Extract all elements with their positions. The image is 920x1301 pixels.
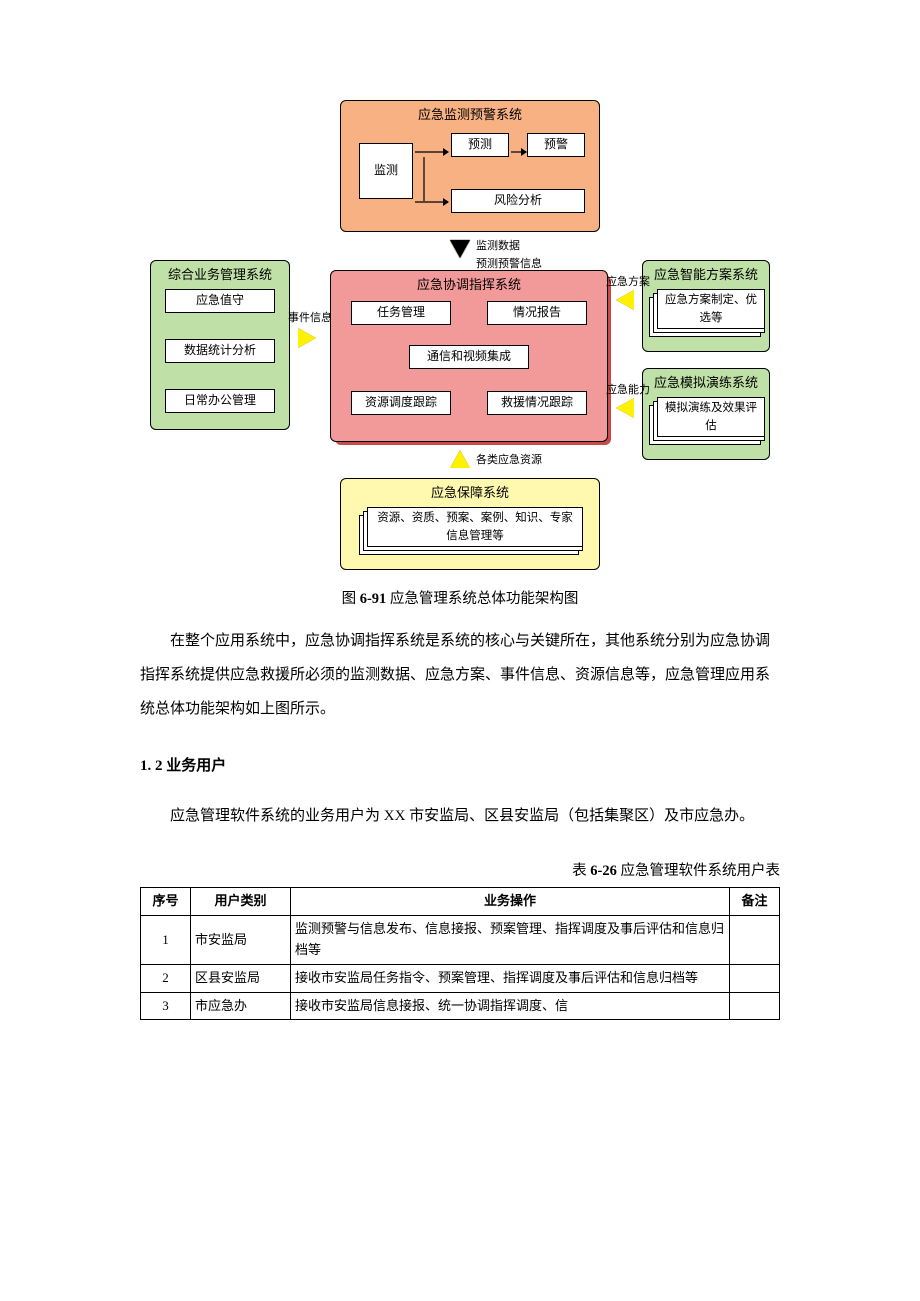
panel-drill-title: 应急模拟演练系统	[643, 369, 769, 396]
label-resources: 各类应急资源	[476, 452, 542, 470]
box-rescue: 救援情况跟踪	[487, 391, 587, 415]
arrow-left-to-center	[298, 328, 316, 348]
cell-note	[730, 964, 780, 992]
table-caption-prefix: 表	[572, 863, 590, 879]
label-drill: 应急能力	[606, 382, 650, 400]
table-caption: 表 6-26 应急管理软件系统用户表	[140, 860, 780, 883]
figure-caption-text: 应急管理系统总体功能架构图	[386, 591, 578, 607]
cell-type: 区县安监局	[191, 964, 291, 992]
architecture-diagram: 应急监测预警系统 监测 预测 预警 风险分析 监测数据 预测预警信息 综合业务管…	[150, 100, 770, 580]
arrow-top-to-center	[450, 240, 470, 258]
label-plan: 应急方案	[606, 274, 650, 292]
arrow-drill-to-center	[616, 398, 634, 418]
box-warn: 预警	[527, 133, 585, 157]
panel-plan-title: 应急智能方案系统	[643, 261, 769, 288]
table-row: 2 区县安监局 接收市安监局任务指令、预案管理、指挥调度及事后评估和信息归档等	[141, 964, 780, 992]
table-row: 3 市应急办 接收市安监局信息接报、统一协调指挥调度、信	[141, 992, 780, 1020]
cell-ops: 接收市安监局信息接报、统一协调指挥调度、信	[291, 992, 730, 1020]
panel-drill: 应急模拟演练系统 模拟演练及效果评估	[642, 368, 770, 460]
figure-caption-prefix: 图	[342, 591, 360, 607]
card-drill: 模拟演练及效果评估	[657, 397, 765, 437]
box-predict: 预测	[451, 133, 509, 157]
th-ops: 业务操作	[291, 888, 730, 916]
card-plan: 应急方案制定、优选等	[657, 289, 765, 329]
paragraph-1: 在整个应用系统中，应急协调指挥系统是系统的核心与关键所在，其他系统分别为应急协调…	[140, 625, 780, 726]
cell-note	[730, 992, 780, 1020]
label-event-info: 事件信息	[288, 310, 332, 328]
paragraph-2: 应急管理软件系统的业务用户为 XX 市安监局、区县安监局（包括集聚区）及市应急办…	[140, 800, 780, 834]
box-report: 情况报告	[487, 301, 587, 325]
arrow-plan-to-center	[616, 290, 634, 310]
panel-monitoring: 应急监测预警系统 监测 预测 预警 风险分析	[340, 100, 600, 232]
box-office: 日常办公管理	[165, 389, 275, 413]
cell-seq: 2	[141, 964, 191, 992]
cell-seq: 1	[141, 916, 191, 965]
users-table: 序号 用户类别 业务操作 备注 1 市安监局 监测预警与信息发布、信息接报、预案…	[140, 887, 780, 1020]
section-heading: 1. 2 业务用户	[140, 754, 780, 778]
box-comm: 通信和视频集成	[409, 345, 529, 369]
table-number: 6-26	[590, 863, 617, 879]
th-note: 备注	[730, 888, 780, 916]
box-risk: 风险分析	[451, 189, 585, 213]
th-type: 用户类别	[191, 888, 291, 916]
heading-text: 业务用户	[166, 758, 226, 774]
panel-support: 应急保障系统 资源、资质、预案、案例、知识、专家信息管理等	[340, 478, 600, 570]
panel-support-title: 应急保障系统	[341, 479, 599, 506]
panel-command-title: 应急协调指挥系统	[331, 271, 607, 298]
table-caption-text: 应急管理软件系统用户表	[617, 863, 780, 879]
panel-plan: 应急智能方案系统 应急方案制定、优选等	[642, 260, 770, 352]
arrow-bottom-to-center	[450, 450, 470, 468]
box-monitor: 监测	[359, 143, 413, 199]
box-resrc: 资源调度跟踪	[351, 391, 451, 415]
heading-number: 1. 2	[140, 758, 166, 774]
cell-ops: 接收市安监局任务指令、预案管理、指挥调度及事后评估和信息归档等	[291, 964, 730, 992]
panel-business-title: 综合业务管理系统	[151, 261, 289, 288]
card-support: 资源、资质、预案、案例、知识、专家信息管理等	[367, 507, 583, 547]
figure-caption: 图 6-91 应急管理系统总体功能架构图	[140, 588, 780, 611]
cell-note	[730, 916, 780, 965]
th-seq: 序号	[141, 888, 191, 916]
table-row: 1 市安监局 监测预警与信息发布、信息接报、预案管理、指挥调度及事后评估和信息归…	[141, 916, 780, 965]
cell-type: 市应急办	[191, 992, 291, 1020]
figure-number: 6-91	[360, 591, 387, 607]
cell-ops: 监测预警与信息发布、信息接报、预案管理、指挥调度及事后评估和信息归档等	[291, 916, 730, 965]
cell-seq: 3	[141, 992, 191, 1020]
cell-type: 市安监局	[191, 916, 291, 965]
panel-monitoring-title: 应急监测预警系统	[341, 101, 599, 128]
label-monitoring-data: 监测数据 预测预警信息	[476, 238, 542, 273]
table-header-row: 序号 用户类别 业务操作 备注	[141, 888, 780, 916]
panel-business: 综合业务管理系统 应急值守 数据统计分析 日常办公管理	[150, 260, 290, 430]
panel-command: 应急协调指挥系统 任务管理 情况报告 通信和视频集成 资源调度跟踪 救援情况跟踪	[330, 270, 608, 442]
box-duty: 应急值守	[165, 289, 275, 313]
box-stat: 数据统计分析	[165, 339, 275, 363]
box-task: 任务管理	[351, 301, 451, 325]
